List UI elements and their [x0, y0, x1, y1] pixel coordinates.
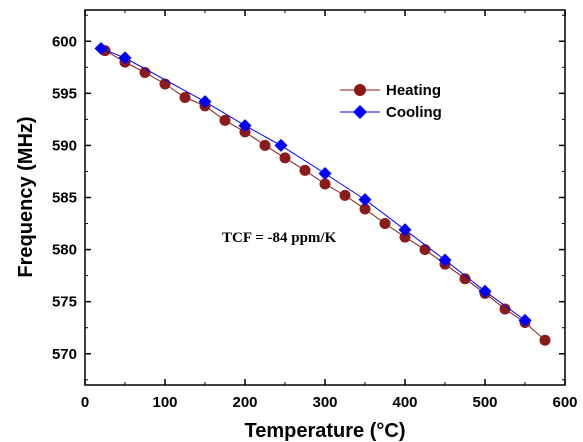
cooling-point	[358, 193, 372, 207]
x-tick-label: 300	[312, 394, 337, 411]
cooling-point	[274, 138, 288, 152]
x-tick-label: 200	[232, 394, 257, 411]
heating-point	[259, 139, 271, 151]
heating-point	[139, 67, 151, 78]
y-tick-label: 585	[52, 190, 77, 207]
y-tick-label: 600	[52, 33, 77, 50]
x-axis-ticks: 0 100 200 300 400 500 600	[81, 10, 578, 411]
y-tick-label: 575	[52, 294, 77, 311]
cooling-point	[478, 284, 492, 298]
heating-point	[279, 152, 291, 164]
y-tick-label: 580	[52, 242, 77, 259]
heating-point	[179, 92, 191, 103]
heating-point	[419, 244, 431, 256]
x-tick-label: 600	[552, 394, 577, 411]
heating-point	[379, 218, 391, 230]
heating-point	[299, 164, 311, 176]
x-tick-label: 400	[392, 394, 417, 411]
y-tick-label: 595	[52, 85, 77, 102]
cooling-point	[118, 51, 132, 65]
x-axis-title: Temperature (°C)	[245, 420, 406, 442]
legend: Heating Cooling	[340, 82, 442, 121]
cooling-point	[518, 313, 532, 327]
tcf-annotation: TCF = -84 ppm/K	[222, 230, 337, 246]
heating-point	[499, 303, 511, 315]
y-axis-ticks: 570 575 580 585 590 595 600	[52, 14, 565, 381]
legend-cooling-marker	[353, 105, 367, 119]
heating-point	[459, 273, 471, 285]
plot-frame	[84, 9, 566, 386]
cooling-point	[318, 167, 332, 181]
heating-point	[539, 334, 551, 346]
heating-point	[219, 114, 231, 126]
heating-point	[319, 178, 331, 190]
cooling-point	[94, 42, 108, 56]
x-tick-label: 100	[152, 394, 177, 411]
heating-point	[339, 189, 351, 201]
cooling-point	[398, 223, 412, 237]
legend-heating-marker	[354, 84, 366, 96]
y-axis-title: Frequency (MHz)	[15, 116, 37, 277]
heating-series-line	[104, 50, 546, 341]
y-tick-label: 570	[52, 346, 77, 363]
cooling-point	[438, 253, 452, 267]
x-tick-label: 500	[472, 394, 497, 411]
x-tick-label: 0	[81, 394, 89, 411]
y-tick-label: 590	[52, 137, 77, 154]
cooling-point	[198, 95, 212, 109]
heating-point	[399, 231, 411, 243]
heating-point	[359, 203, 371, 215]
legend-cooling-label: Cooling	[386, 104, 442, 121]
legend-heating-label: Heating	[386, 82, 441, 99]
cooling-point	[238, 119, 252, 133]
series-layer	[94, 42, 551, 346]
